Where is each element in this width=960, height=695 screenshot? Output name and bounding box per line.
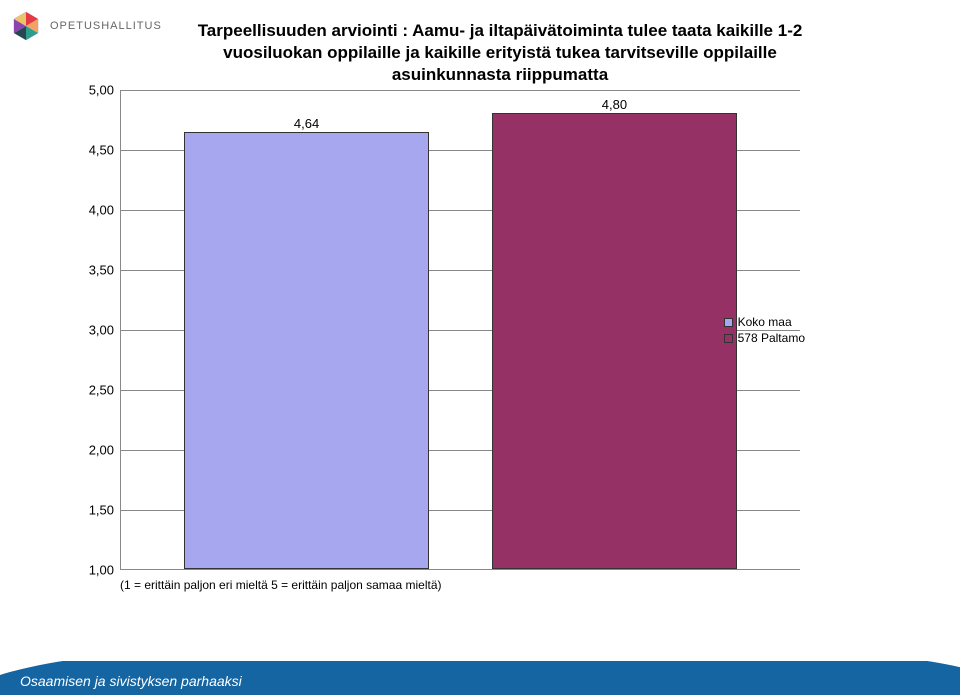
y-axis: 5,004,504,003,503,002,502,001,501,00 [80,90,120,570]
chart-title-line3: asuinkunnasta riippumatta [80,64,920,86]
y-tick-label: 2,00 [89,443,114,458]
bar-value-label: 4,64 [294,116,319,131]
chart-title-line2: vuosiluokan oppilaille ja kaikille erity… [80,42,920,64]
bar-value-label: 4,80 [602,97,627,112]
y-tick-label: 1,50 [89,503,114,518]
y-tick-label: 4,00 [89,203,114,218]
legend-item: Koko maa [724,315,805,329]
bar [492,113,736,569]
y-tick-label: 3,00 [89,323,114,338]
y-tick-label: 2,50 [89,383,114,398]
chart-container: Tarpeellisuuden arviointi : Aamu- ja ilt… [80,20,920,600]
y-tick-label: 5,00 [89,83,114,98]
legend-label: Koko maa [738,315,792,329]
y-tick-label: 3,50 [89,263,114,278]
legend-swatch [724,318,733,327]
footer-text: Osaamisen ja sivistyksen parhaaksi [20,673,242,689]
plot-wrap: 5,004,504,003,503,002,502,001,501,00 4,6… [120,90,800,570]
legend: Koko maa 578 Paltamo [724,313,805,347]
legend-swatch [724,334,733,343]
gridline [121,90,800,91]
chart-title: Tarpeellisuuden arviointi : Aamu- ja ilt… [80,20,920,86]
chart-title-line1: Tarpeellisuuden arviointi : Aamu- ja ilt… [80,20,920,42]
x-axis-caption: (1 = erittäin paljon eri mieltä 5 = erit… [120,578,920,592]
footer-bar: Osaamisen ja sivistyksen parhaaksi [0,661,960,695]
y-tick-label: 4,50 [89,143,114,158]
logo-icon [8,8,44,44]
plot-area: 4,64 4,80 [120,90,800,570]
legend-label: 578 Paltamo [738,331,805,345]
y-tick-label: 1,00 [89,563,114,578]
bar [184,132,428,569]
legend-item: 578 Paltamo [724,331,805,345]
